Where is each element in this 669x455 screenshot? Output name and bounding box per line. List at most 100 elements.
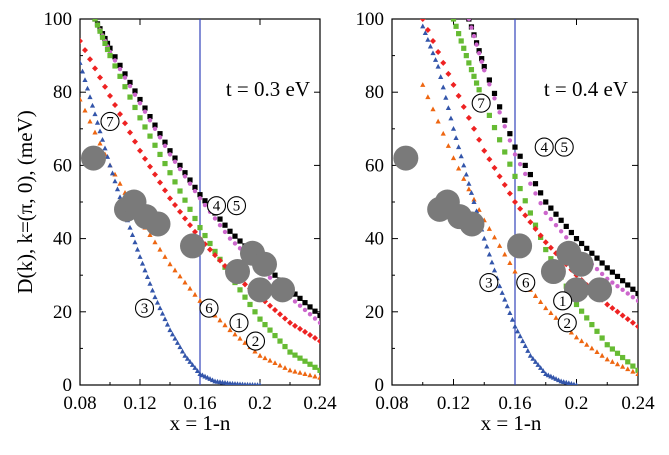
data-point-3-blue-triangles [255, 382, 260, 385]
data-point-6-orange-triangles [182, 279, 188, 285]
y-tick-label: 60 [365, 155, 384, 176]
data-point-1-2-green-squares [142, 124, 148, 130]
data-point-4-5-magenta [492, 96, 497, 101]
data-point-6-orange-triangles [548, 310, 554, 316]
data-point-4-5-magenta [312, 316, 318, 321]
data-point-4-5-magenta [177, 166, 183, 172]
data-point-3-blue-triangles [147, 280, 153, 286]
data-point-3-blue-triangles [450, 126, 457, 131]
data-point-1-2-green-squares [272, 332, 278, 339]
data-point-1-2-green-squares [517, 185, 523, 192]
data-point-1-2-green-squares [512, 173, 518, 179]
data-point-4-5-magenta [112, 58, 118, 63]
data-point-6-orange-triangles [82, 107, 88, 113]
curve-label-digit: 5 [233, 199, 241, 215]
data-point-4-5-black-squares [614, 273, 621, 280]
data-point-7-red-diamonds [152, 171, 158, 178]
data-point-6-orange-triangles [599, 352, 605, 358]
data-point-6-orange-triangles [257, 352, 263, 358]
data-point-3-blue-triangles [189, 362, 196, 367]
data-point-7-red-diamonds [292, 322, 298, 329]
data-point-7-red-diamonds [177, 208, 183, 215]
curve-label: ⑥6 [516, 272, 536, 293]
data-point-4-5-black-squares [543, 199, 549, 205]
data-point-3-blue-triangles [134, 246, 141, 252]
data-point-7-red-diamonds [207, 246, 213, 253]
data-point-4-5-magenta [594, 266, 600, 272]
data-point-6-orange-triangles [538, 299, 544, 305]
data-point-1-2-green-squares [277, 338, 283, 344]
data-point-3-blue-triangles [137, 254, 143, 259]
data-point-1-2-green-squares [589, 322, 595, 328]
data-point-3-blue-triangles [149, 287, 156, 293]
data-point-1-2-green-squares [461, 45, 467, 51]
data-point-7-red-diamonds [147, 163, 153, 170]
data-point-4-5-black-squares [630, 286, 636, 292]
curve-label-digit: 7 [477, 96, 485, 112]
data-point-3-blue-triangles [169, 331, 176, 337]
data-point-7-red-diamonds [424, 26, 431, 33]
data-point-4-5-black-squares [222, 222, 228, 228]
data-point-4-5-magenta [197, 196, 203, 201]
data-point-3-blue-triangles [422, 30, 428, 36]
data-point-4-5-black-squares [167, 148, 173, 154]
x-tick-label: 0.24 [303, 393, 337, 414]
data-point-experiment [540, 259, 566, 285]
data-point-4-5-black-squares [272, 272, 278, 278]
data-point-3-blue-triangles [164, 321, 171, 327]
data-point-4-5-magenta [182, 174, 188, 179]
data-point-7-red-diamonds [609, 305, 616, 312]
data-point-3-blue-triangles [471, 199, 477, 204]
data-point-7-red-diamonds [117, 111, 123, 118]
data-point-1-2-green-squares [614, 350, 621, 356]
data-point-1-2-green-squares [450, 19, 457, 22]
data-point-1-2-green-squares [282, 343, 288, 350]
data-point-4-5-magenta [292, 299, 298, 304]
data-point-6-orange-triangles [262, 355, 268, 361]
data-point-6-orange-triangles [267, 357, 273, 363]
data-point-6-orange-triangles [237, 335, 243, 341]
data-point-3-blue-triangles [162, 316, 168, 322]
data-point-4-5-magenta [507, 138, 513, 143]
data-point-3-blue-triangles [159, 310, 166, 316]
data-point-4-5-magenta [610, 280, 615, 285]
data-point-3-blue-triangles [466, 180, 472, 186]
data-point-3-blue-triangles [572, 381, 576, 385]
data-point-6-orange-triangles [502, 251, 508, 257]
data-point-1-2-green-squares [302, 358, 308, 364]
data-point-experiment [252, 251, 277, 277]
data-point-6-orange-triangles [287, 367, 293, 373]
data-point-6-orange-triangles [491, 234, 498, 240]
data-point-6-orange-triangles [307, 372, 313, 378]
curve-label: ①1 [229, 313, 249, 333]
data-point-4-5-magenta [162, 143, 168, 149]
data-point-1-2-green-squares [99, 34, 106, 40]
data-point-3-blue-triangles [569, 380, 574, 385]
data-point-3-blue-triangles [99, 136, 106, 142]
data-point-4-5-magenta [137, 100, 143, 106]
data-point-1-2-green-squares [192, 215, 198, 222]
data-point-3-blue-triangles [458, 153, 464, 159]
data-point-1-2-green-squares [594, 328, 600, 334]
data-point-4-5-magenta [599, 271, 605, 277]
data-point-3-blue-triangles [509, 316, 516, 322]
data-point-1-2-green-squares [620, 354, 626, 361]
data-point-6-orange-triangles [277, 362, 283, 368]
data-point-4-5-black-squares [507, 131, 513, 137]
data-point-4-5-magenta [512, 152, 518, 157]
data-point-7-red-diamonds [537, 232, 544, 239]
data-point-4-5-magenta [147, 118, 153, 123]
data-point-7-red-diamonds [217, 257, 223, 264]
data-point-1-2-green-squares [107, 53, 113, 59]
data-point-1-2-green-squares [584, 315, 590, 321]
data-point-4-5-magenta [127, 83, 133, 89]
data-point-4-5-black-squares [137, 96, 143, 103]
data-point-1-2-green-squares [172, 179, 178, 185]
data-point-6-orange-triangles [609, 359, 615, 364]
data-point-experiment [393, 145, 419, 171]
data-point-4-5-black-squares [292, 291, 298, 297]
data-point-1-2-green-squares [212, 248, 218, 255]
data-point-7-red-diamonds [272, 306, 278, 313]
data-point-7-red-diamonds [122, 120, 128, 127]
data-point-1-2-green-squares [548, 256, 554, 262]
